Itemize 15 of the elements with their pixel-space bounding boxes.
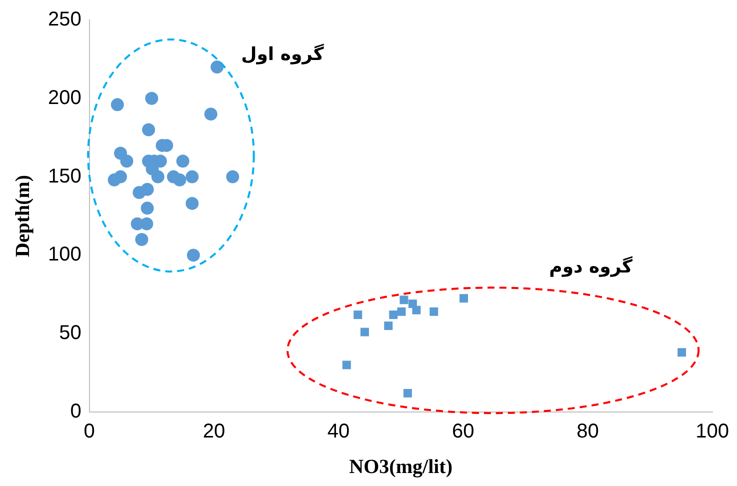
x-tick-label: 80 [576, 420, 599, 443]
x-tick-label: 100 [696, 420, 730, 443]
y-tick-label: 50 [59, 322, 82, 344]
x-tick-label: 20 [202, 420, 226, 443]
x-axis-title: NO3(mg/lit) [349, 456, 452, 478]
y-tick-label: 200 [48, 86, 82, 109]
y-tick-label: 150 [48, 165, 82, 188]
annotation: گروه دوم [549, 255, 634, 278]
y-axis-title: Depth(m) [12, 174, 34, 258]
y-tick-label: 250 [48, 8, 82, 31]
y-tick-label: 0 [70, 400, 82, 423]
x-tick-label: 60 [452, 420, 474, 443]
annotation: گروه اول [241, 42, 324, 65]
x-tick-label: 40 [327, 420, 350, 443]
y-tick-label: 100 [48, 244, 82, 266]
